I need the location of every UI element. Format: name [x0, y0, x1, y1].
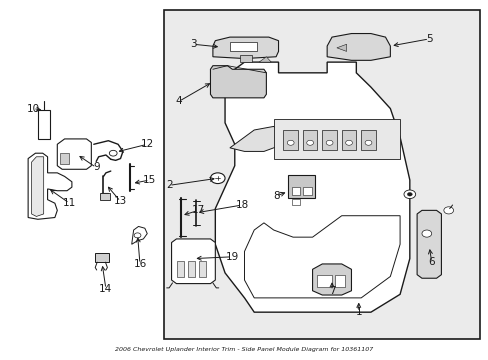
Bar — [302, 187, 311, 195]
Polygon shape — [131, 226, 147, 244]
Polygon shape — [171, 239, 215, 284]
Text: 8: 8 — [272, 191, 279, 201]
Text: 1: 1 — [355, 307, 361, 317]
Bar — [283, 130, 297, 150]
Bar — [291, 199, 300, 205]
Text: 15: 15 — [143, 175, 156, 185]
Text: 10: 10 — [26, 104, 40, 113]
Text: 12: 12 — [141, 139, 154, 149]
Bar — [177, 261, 184, 277]
Text: 2006 Chevrolet Uplander Interior Trim - Side Panel Module Diagram for 10361107: 2006 Chevrolet Uplander Interior Trim - … — [115, 347, 373, 352]
Text: 9: 9 — [93, 162, 100, 172]
Bar — [95, 253, 109, 262]
Text: 17: 17 — [191, 205, 204, 215]
Polygon shape — [229, 126, 283, 152]
Polygon shape — [259, 57, 271, 62]
Bar — [335, 275, 345, 287]
Polygon shape — [210, 66, 266, 98]
Bar — [239, 55, 251, 62]
Polygon shape — [57, 139, 91, 169]
Polygon shape — [336, 44, 346, 51]
Bar — [302, 130, 317, 150]
Circle shape — [325, 140, 332, 145]
Bar — [322, 130, 336, 150]
Bar — [361, 130, 375, 150]
Bar — [188, 261, 195, 277]
Circle shape — [287, 140, 293, 145]
Polygon shape — [215, 62, 409, 312]
Circle shape — [210, 173, 224, 184]
Text: 16: 16 — [133, 259, 146, 269]
Polygon shape — [273, 119, 399, 158]
Text: 6: 6 — [427, 257, 434, 267]
Text: 11: 11 — [62, 198, 76, 208]
Polygon shape — [326, 33, 389, 60]
Text: 18: 18 — [235, 200, 248, 210]
Text: 7: 7 — [328, 286, 335, 296]
Text: 14: 14 — [99, 284, 112, 294]
Bar — [317, 275, 331, 287]
Circle shape — [421, 230, 431, 237]
Bar — [38, 111, 50, 139]
Text: 4: 4 — [175, 96, 182, 107]
Bar — [229, 42, 256, 51]
Circle shape — [306, 140, 313, 145]
Circle shape — [134, 233, 141, 238]
Text: 5: 5 — [425, 34, 432, 44]
Polygon shape — [312, 264, 351, 295]
Polygon shape — [244, 216, 399, 298]
Text: 19: 19 — [225, 252, 239, 262]
Bar — [341, 130, 356, 150]
Bar — [100, 193, 110, 200]
Bar — [199, 261, 205, 277]
Bar — [60, 153, 69, 164]
Polygon shape — [28, 153, 72, 219]
Text: 2: 2 — [165, 180, 172, 190]
Text: 13: 13 — [114, 197, 127, 206]
Bar — [164, 10, 479, 339]
Circle shape — [365, 140, 371, 145]
Bar — [291, 187, 300, 195]
Circle shape — [345, 140, 352, 145]
Circle shape — [403, 190, 415, 199]
Polygon shape — [31, 157, 43, 216]
Circle shape — [109, 150, 117, 156]
Circle shape — [407, 193, 411, 196]
Polygon shape — [212, 37, 278, 59]
Text: 3: 3 — [190, 39, 196, 49]
Polygon shape — [416, 210, 441, 278]
Bar — [287, 175, 314, 198]
Circle shape — [443, 207, 453, 214]
